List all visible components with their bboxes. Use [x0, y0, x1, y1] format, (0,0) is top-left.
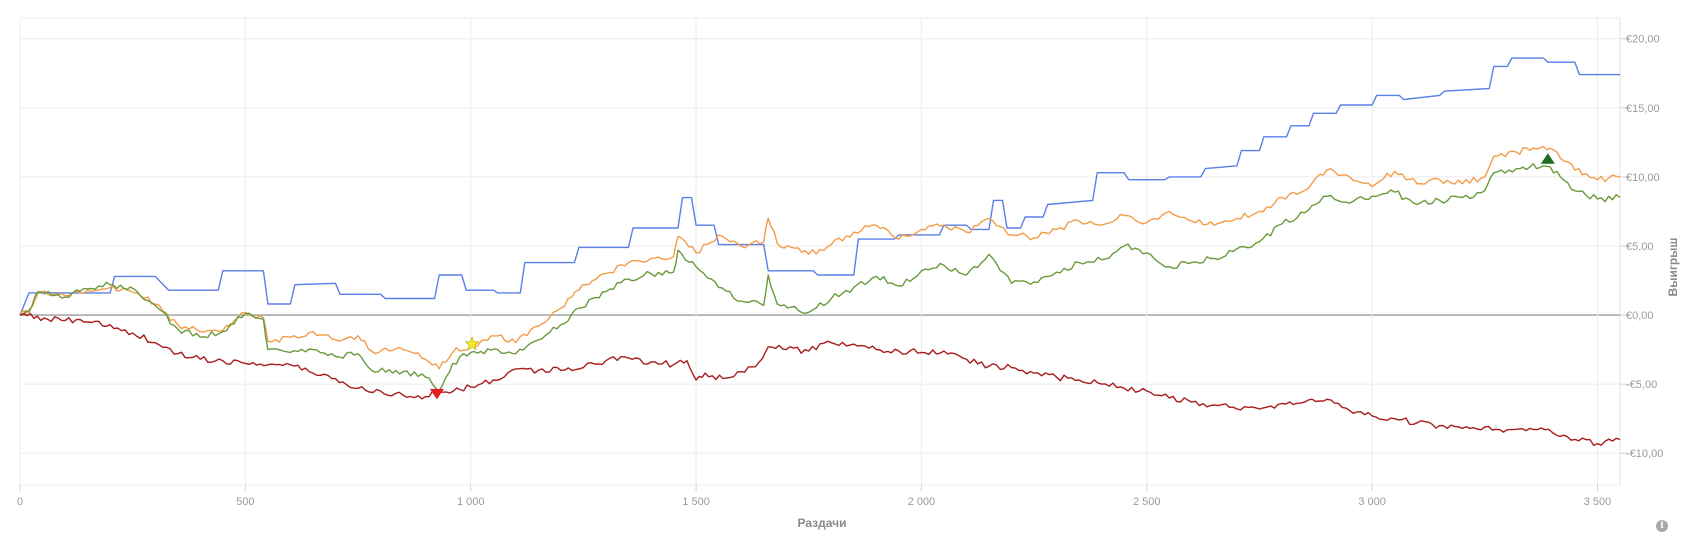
x-axis-title: Раздачи	[798, 516, 847, 530]
y-tick-label: €15,00	[1626, 103, 1660, 115]
series-orange-line	[19, 145, 1621, 370]
triangle-up-marker[interactable]	[1540, 153, 1555, 164]
grid-lines	[19, 17, 1628, 491]
y-axis-title: Выигрыш	[1666, 238, 1680, 297]
y-tick-labels: €20,00 €15,00 €10,00 €5,00 €0,00 -€5,00 -€10,0…	[1626, 34, 1663, 460]
star-marker[interactable]	[464, 336, 480, 351]
x-tick-label: 2 500	[1133, 496, 1161, 508]
y-tick-label: €10,00	[1626, 172, 1660, 184]
series-lines	[19, 57, 1621, 447]
info-icon[interactable]: i	[1656, 520, 1668, 532]
y-tick-label: -€10,00	[1626, 448, 1663, 460]
x-tick-label: 0	[17, 496, 23, 508]
x-tick-labels: 0 500 1 000 1 500 2 000 2 500 3 000 3 500	[17, 496, 1611, 508]
series-blue-line	[19, 57, 1620, 316]
x-tick-label: 3 000	[1358, 496, 1386, 508]
series-red-line	[19, 312, 1621, 447]
x-tick-label: 2 000	[908, 496, 936, 508]
x-tick-label: 500	[236, 496, 254, 508]
triangle-down-marker[interactable]	[429, 388, 444, 400]
y-tick-label: -€5,00	[1626, 379, 1657, 391]
x-tick-label: 1 500	[682, 496, 710, 508]
y-tick-label: €5,00	[1626, 241, 1654, 253]
chart-markers	[429, 153, 1555, 400]
x-tick-label: 3 500	[1584, 496, 1612, 508]
x-tick-label: 1 000	[457, 496, 485, 508]
y-tick-label: €20,00	[1626, 34, 1660, 46]
y-tick-label: €0,00	[1626, 310, 1654, 322]
series-green-line	[20, 163, 1621, 392]
